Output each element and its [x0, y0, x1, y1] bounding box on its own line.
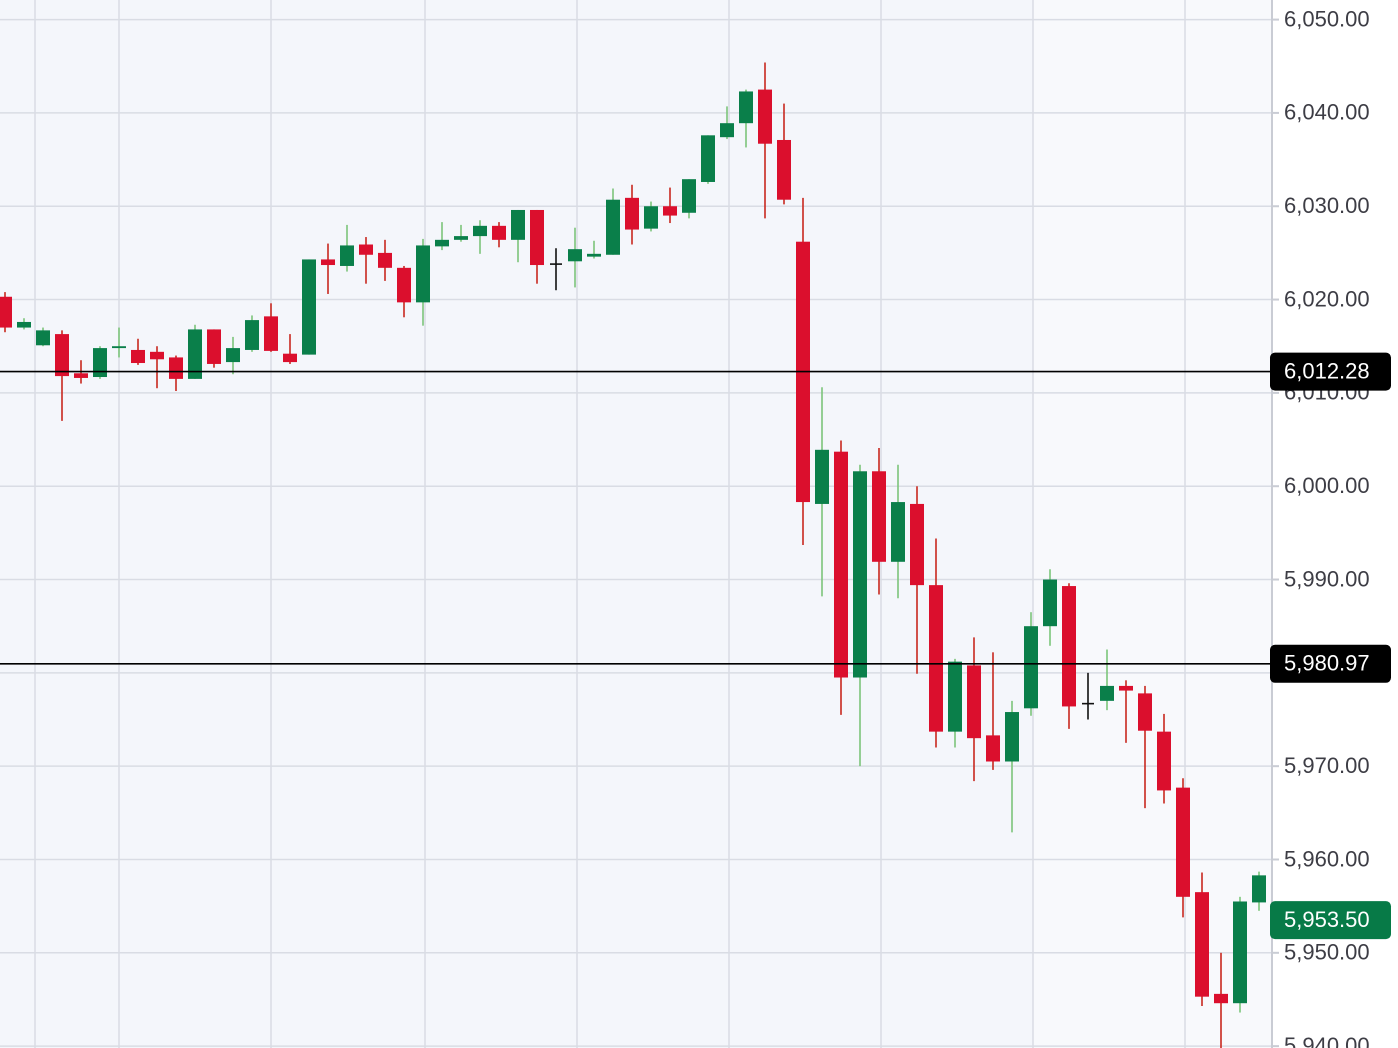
candle-body [169, 357, 183, 379]
candle-body [302, 259, 316, 355]
candle-body [0, 296, 12, 328]
price-tag [1270, 901, 1391, 940]
price-tag [1270, 644, 1391, 683]
candle-body [1082, 702, 1094, 705]
price-tags: 6,012.28 5,980.97 5,953.50 [1270, 352, 1391, 940]
price-tag [1270, 352, 1391, 391]
candle-body [17, 321, 31, 328]
candle-body [1005, 712, 1019, 762]
candle-body [93, 348, 107, 378]
candle-body [1157, 731, 1171, 791]
candle-body [226, 348, 240, 363]
candle-body [1100, 685, 1114, 701]
y-tick-label: 6,020.00 [1284, 286, 1370, 311]
candle-body [758, 89, 772, 144]
price-tag-label: 5,980.97 [1284, 651, 1370, 676]
candle-body [321, 259, 335, 266]
y-tick-label: 5,960.00 [1284, 846, 1370, 871]
candle-body [1195, 892, 1209, 997]
candle-body [1233, 901, 1247, 1004]
candle-body [264, 316, 278, 351]
candle-body [986, 735, 1000, 762]
candle-body [739, 91, 753, 124]
time-grid [34, 0, 1186, 1048]
candle-body [188, 329, 202, 379]
price-lines [0, 370, 1272, 665]
candle-body [74, 373, 88, 378]
candle-body [568, 249, 582, 262]
candle-body [663, 206, 677, 216]
candle-body [625, 197, 639, 230]
candle-body [435, 239, 449, 247]
candle-body [511, 209, 525, 240]
candle-body [1252, 875, 1266, 903]
candle-body [492, 225, 506, 240]
candle-body [1138, 693, 1152, 731]
candle-body [815, 449, 829, 504]
candle-body [853, 471, 867, 678]
candle-body [378, 252, 392, 268]
candle-body [606, 199, 620, 255]
y-tick-label: 5,990.00 [1284, 566, 1370, 591]
candle-body [872, 471, 886, 562]
plot-background-recent [1033, 0, 1272, 1048]
candle-body [1024, 626, 1038, 709]
candle-body [910, 503, 924, 586]
price-axis-background [1272, 0, 1398, 1048]
y-tick-label: 5,970.00 [1284, 753, 1370, 778]
y-tick-label: 6,040.00 [1284, 100, 1370, 125]
candle-body [550, 263, 562, 265]
candle-body [207, 329, 221, 364]
candle-body [891, 502, 905, 562]
candle-body [112, 346, 126, 349]
candle-body [55, 334, 69, 377]
candle-body [967, 665, 981, 739]
candle-body [245, 320, 259, 350]
candle-body [530, 209, 544, 266]
y-tick-label: 5,940.00 [1284, 1033, 1370, 1048]
candle-body [701, 135, 715, 182]
candle-body [1119, 685, 1133, 691]
candle-body [1214, 993, 1228, 1004]
candle-body [1176, 787, 1190, 897]
candle-body [131, 349, 145, 364]
candle-body [340, 245, 354, 266]
candle-body [644, 206, 658, 229]
price-tag-label: 5,953.50 [1284, 907, 1370, 932]
candle-body [948, 661, 962, 732]
candle-body [397, 267, 411, 303]
candle-body [929, 585, 943, 732]
y-tick-label: 6,030.00 [1284, 193, 1370, 218]
candle-body [1043, 579, 1057, 627]
candle-body [834, 451, 848, 678]
candle-body [473, 225, 487, 237]
candle-body [682, 179, 696, 213]
candle-body [359, 244, 373, 255]
candle-body [150, 351, 164, 360]
candle-body [36, 330, 50, 346]
candle-body [587, 253, 601, 257]
candle-body [1062, 586, 1076, 707]
candle-body [416, 245, 430, 303]
y-tick-label: 6,000.00 [1284, 473, 1370, 498]
price-tag-label: 6,012.28 [1284, 358, 1370, 383]
y-tick-label: 5,950.00 [1284, 940, 1370, 965]
price-grid [0, 18, 1272, 1047]
candle-body [454, 236, 468, 240]
candle-body [720, 123, 734, 138]
candle-body [283, 353, 297, 363]
y-tick-label: 6,050.00 [1284, 6, 1370, 31]
candle-body [777, 139, 791, 200]
